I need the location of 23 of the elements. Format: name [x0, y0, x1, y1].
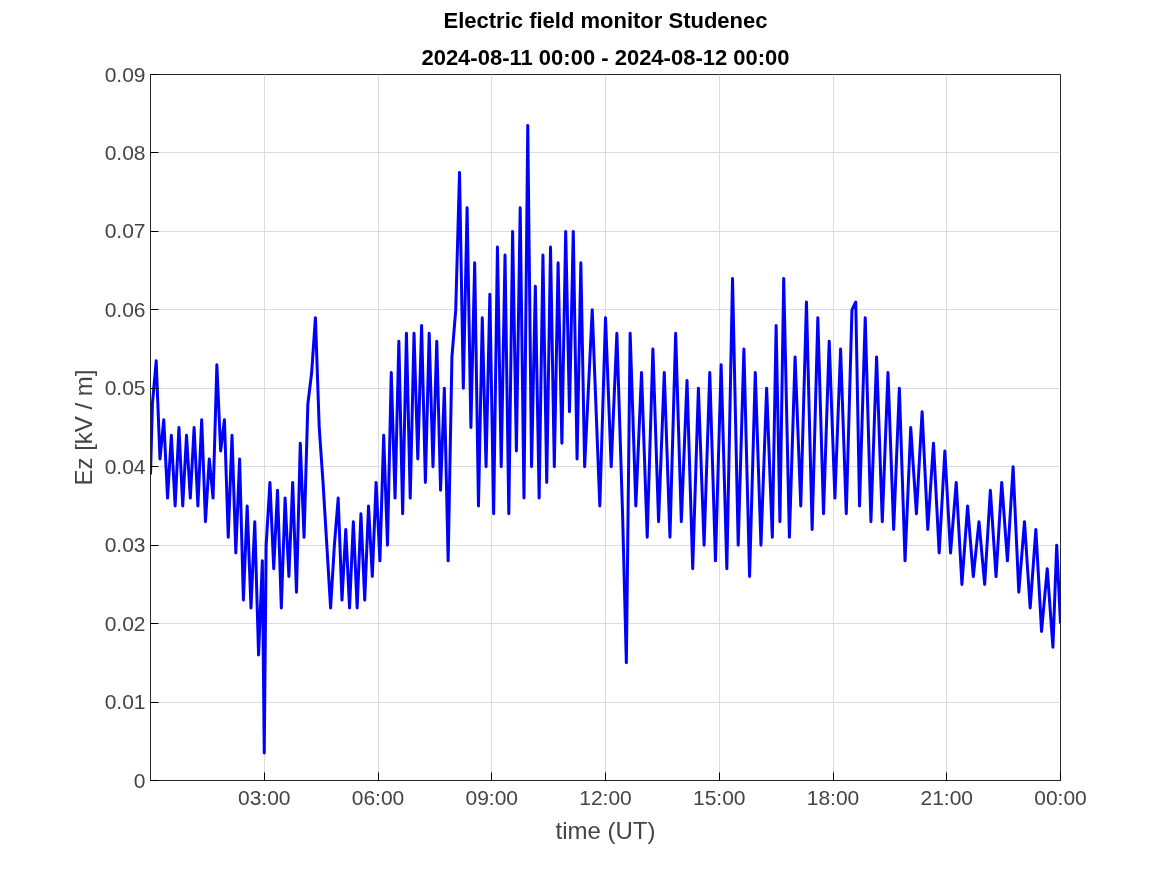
- x-tick-label: 00:00: [1034, 785, 1087, 809]
- y-tick-label: 0.09: [104, 62, 146, 86]
- x-tick-label: 15:00: [692, 785, 746, 809]
- chart-subtitle: 2024-08-11 00:00 - 2024-08-12 00:00: [421, 44, 790, 70]
- x-tick-label: 12:00: [579, 785, 632, 809]
- x-tick-label: 03:00: [237, 785, 291, 809]
- x-axis-title: time (UT): [555, 816, 656, 844]
- y-tick-label: 0.04: [104, 454, 146, 478]
- y-tick-label: 0: [133, 768, 146, 792]
- y-tick-label: 0.01: [104, 690, 146, 714]
- y-axis-title: Ez [kV / m]: [69, 369, 97, 486]
- y-tick-label: 0.02: [104, 611, 146, 635]
- line-series: [150, 123, 1061, 755]
- x-tick-label: 18:00: [806, 785, 860, 809]
- chart-title: Electric field monitor Studenec: [443, 7, 768, 33]
- x-tick-label: 06:00: [351, 785, 405, 809]
- y-tick-label: 0.06: [104, 297, 146, 321]
- y-tick-label: 0.05: [104, 376, 146, 400]
- x-tick-label: 21:00: [920, 785, 974, 809]
- y-tick-label: 0.08: [104, 140, 146, 164]
- y-tick-label: 0.03: [104, 533, 146, 557]
- y-tick-label: 0.07: [104, 219, 146, 243]
- x-tick-label: 09:00: [465, 785, 519, 809]
